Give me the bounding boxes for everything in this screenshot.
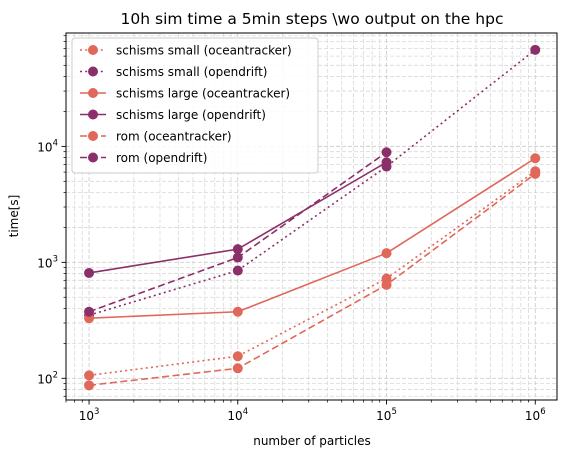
series-line-2 (89, 158, 535, 318)
data-point (84, 370, 94, 380)
y-tick-base: 10 (37, 256, 52, 270)
data-point (382, 147, 392, 157)
legend: schisms small (oceantracker) schisms smal… (72, 38, 318, 173)
x-tick-base: 10 (79, 409, 94, 423)
legend-marker (88, 45, 98, 55)
y-tick-exponent: 4 (53, 138, 58, 148)
data-point (382, 280, 392, 290)
y-tick-label: 104 (37, 138, 58, 154)
x-tick-exponent: 6 (540, 407, 545, 417)
legend-label: schisms small (oceantracker) (116, 44, 292, 58)
legend-label: schisms large (opendrift) (116, 108, 266, 122)
legend-label: schisms large (oceantracker) (116, 87, 290, 101)
y-axis-label: time[s] (7, 195, 21, 238)
data-point (530, 153, 540, 163)
data-point (233, 351, 243, 361)
x-tick-label: 103 (79, 407, 100, 423)
y-tick-base: 10 (37, 372, 52, 386)
legend-marker (88, 67, 98, 77)
y-tick-base: 10 (37, 140, 52, 154)
x-tick-label: 104 (227, 407, 248, 423)
y-tick-exponent: 2 (53, 370, 58, 380)
chart-title: 10h sim time a 5min steps \wo output on … (121, 10, 504, 28)
x-tick-label: 106 (525, 407, 546, 423)
x-axis-label: number of particles (253, 434, 371, 448)
data-point (382, 248, 392, 258)
data-point (233, 363, 243, 373)
x-tick-label: 105 (376, 407, 397, 423)
legend-label: rom (opendrift) (116, 151, 207, 165)
data-point (84, 307, 94, 317)
legend-marker (88, 88, 98, 98)
y-tick-label: 102 (37, 370, 58, 386)
legend-marker (88, 131, 98, 141)
data-point (233, 253, 243, 263)
legend-marker (88, 110, 98, 120)
x-tick-exponent: 5 (391, 407, 396, 417)
data-point (84, 268, 94, 278)
x-tick-base: 10 (376, 409, 391, 423)
x-tick-exponent: 3 (94, 407, 99, 417)
legend-marker (88, 153, 98, 163)
x-tick-base: 10 (227, 409, 242, 423)
x-tick-exponent: 4 (243, 407, 248, 417)
data-point (382, 157, 392, 167)
x-tick-base: 10 (525, 409, 540, 423)
legend-label: schisms small (opendrift) (116, 65, 268, 79)
data-point (530, 169, 540, 179)
y-tick-exponent: 3 (53, 254, 58, 264)
data-point (84, 380, 94, 390)
data-point (233, 307, 243, 317)
y-tick-label: 103 (37, 254, 58, 270)
legend-label: rom (oceantracker) (116, 130, 232, 144)
data-point (233, 266, 243, 276)
data-point (530, 45, 540, 55)
